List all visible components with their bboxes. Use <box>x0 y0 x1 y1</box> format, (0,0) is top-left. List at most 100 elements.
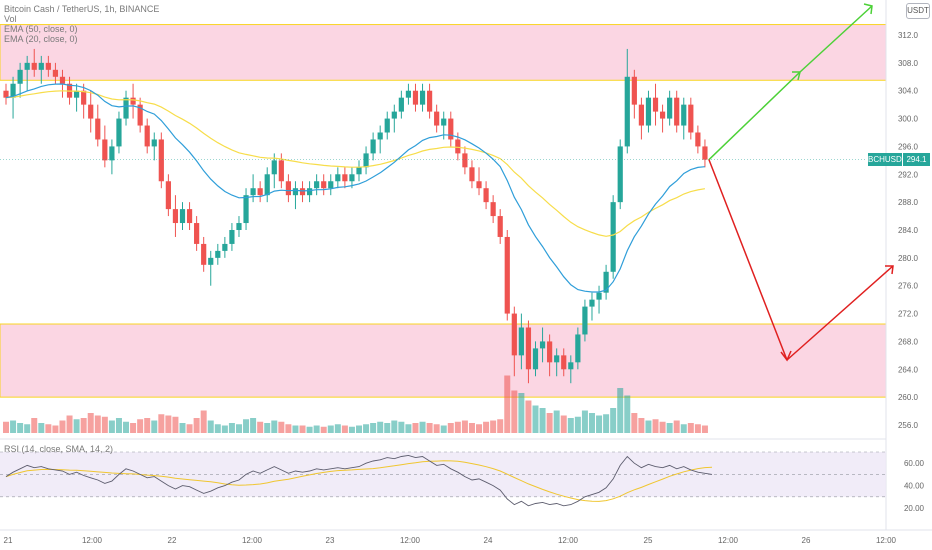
price-tick-label: 300.0 <box>898 115 919 124</box>
volume-bar <box>313 425 320 433</box>
volume-bar <box>243 419 250 433</box>
time-tick-label: 12:00 <box>876 536 897 545</box>
candle-body <box>102 139 108 161</box>
volume-bar <box>476 424 483 433</box>
candle-body <box>681 104 687 126</box>
candle-body <box>547 341 553 363</box>
candle-body <box>652 97 659 112</box>
rsi-tick-label: 40.00 <box>904 482 925 491</box>
rsi-line <box>5 454 713 507</box>
volume-bar <box>334 424 341 433</box>
price-tick-label: 292.0 <box>898 170 919 179</box>
volume-bar <box>363 424 370 433</box>
candle-body <box>243 195 249 224</box>
volume-bar <box>59 420 66 433</box>
candle-body <box>511 313 517 356</box>
volume-bar <box>617 388 624 433</box>
candle-body <box>24 62 30 70</box>
volume-bar <box>624 395 631 433</box>
volume-bar <box>553 410 560 433</box>
volume-bar <box>179 423 186 433</box>
candle-body <box>321 181 327 189</box>
candle-body <box>659 111 666 119</box>
volume-indicator-label[interactable]: Vol <box>4 14 17 24</box>
candle-body <box>349 174 355 182</box>
candle-body <box>144 125 150 147</box>
price-tick-label: 284.0 <box>898 226 919 235</box>
candle-body <box>229 230 235 244</box>
volume-bar <box>518 393 525 433</box>
volume-bar <box>483 421 490 433</box>
candle-body <box>610 202 616 272</box>
volume-bar <box>193 418 200 433</box>
volume-bar <box>560 415 567 433</box>
candle-body <box>130 97 136 105</box>
volume-bar <box>320 426 327 433</box>
candle-body <box>306 188 313 196</box>
volume-bar <box>694 424 701 433</box>
candle-body <box>236 223 242 230</box>
candle-body <box>285 181 291 196</box>
volume-bar <box>666 423 673 433</box>
last-price-tag: 294.1 <box>903 153 930 166</box>
volume-bar <box>687 423 694 433</box>
candle-body <box>398 97 404 112</box>
candle-body <box>109 146 115 161</box>
volume-bar <box>447 423 454 433</box>
volume-bar <box>673 420 680 433</box>
candle-body <box>412 90 419 105</box>
candle-body <box>151 139 157 147</box>
volume-bar <box>370 423 377 433</box>
candle-body <box>3 90 9 98</box>
volume-bar <box>80 418 87 433</box>
candle-body <box>596 292 602 300</box>
time-tick-label: 22 <box>168 536 177 545</box>
currency-button[interactable]: USDT <box>906 3 930 19</box>
volume-bar <box>130 423 137 433</box>
volume-bar <box>348 426 355 433</box>
volume-bar <box>546 413 553 433</box>
candle-body <box>356 167 362 175</box>
volume-bar <box>306 426 313 433</box>
volume-bar <box>271 420 278 433</box>
time-tick-label: 23 <box>326 536 335 545</box>
candle-body <box>335 174 341 182</box>
time-tick-label: 12:00 <box>82 536 103 545</box>
symbol-title[interactable]: Bitcoin Cash / TetherUS, 1h, BINANCE <box>4 4 160 14</box>
candle-body <box>469 167 475 182</box>
volume-bar <box>292 425 299 433</box>
volume-bar <box>186 424 193 433</box>
projection-rebound-arrowhead <box>885 265 894 275</box>
projection-up-line-2 <box>799 5 873 73</box>
candle-body <box>455 139 461 154</box>
candle-body <box>448 118 454 140</box>
candle-body <box>222 243 228 251</box>
price-tick-label: 268.0 <box>898 337 919 346</box>
volume-bar <box>264 423 271 433</box>
ema50-indicator-label[interactable]: EMA (50, close, 0) <box>4 24 78 34</box>
volume-bar <box>631 413 638 433</box>
price-tick-label: 280.0 <box>898 254 919 263</box>
volume-bar <box>596 415 603 433</box>
volume-bar <box>490 420 497 433</box>
candle-body <box>45 62 51 70</box>
candle-body <box>384 118 390 133</box>
candle-body <box>568 362 574 370</box>
candle-body <box>631 76 637 105</box>
ema50-line <box>5 90 706 237</box>
rsi-indicator-label[interactable]: RSI (14, close, SMA, 14, 2) <box>4 444 114 454</box>
candle-body <box>624 76 630 147</box>
candle-body <box>645 97 652 126</box>
time-tick-label: 12:00 <box>400 536 421 545</box>
candle-body <box>575 334 581 363</box>
ema20-indicator-label[interactable]: EMA (20, close, 0) <box>4 34 78 44</box>
projection-up-arrowhead-2 <box>863 3 873 15</box>
volume-bar <box>250 418 257 433</box>
volume-bar <box>461 420 468 433</box>
price-tick-label: 276.0 <box>898 282 919 291</box>
price-tick-label: 312.0 <box>898 31 919 40</box>
candle-body <box>504 236 510 314</box>
volume-bar <box>115 418 122 433</box>
volume-bar <box>73 419 80 433</box>
projection-down-line <box>708 159 788 361</box>
